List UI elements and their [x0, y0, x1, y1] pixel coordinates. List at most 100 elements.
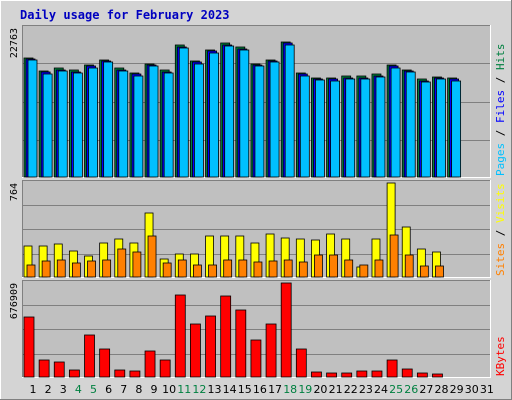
bar-sites-day-28 [435, 265, 444, 278]
bar-kbytes-day-24 [371, 370, 383, 378]
bar-kbytes-day-22 [341, 372, 353, 378]
panel-legend: Pages / Files / Hits [494, 44, 507, 177]
legend-separator: / [494, 223, 507, 243]
bar-sites-day-27 [419, 265, 429, 278]
bar-sites-day-21 [329, 254, 338, 278]
max-value-label: 676909 [9, 283, 20, 319]
day-label-15: 15 [238, 383, 252, 396]
chart-title: Daily usage for February 2023 [20, 8, 230, 22]
bar-pages-day-20 [315, 79, 325, 178]
day-label-11: 11 [177, 383, 191, 396]
day-label-26: 26 [404, 383, 418, 396]
bar-pages-day-9 [148, 65, 159, 178]
bar-pages-day-19 [299, 75, 310, 178]
day-label-17: 17 [268, 383, 282, 396]
chart-panels: 22763 Pages / Files / Hits 764 Sites / Visi… [9, 25, 507, 378]
day-label-14: 14 [223, 383, 237, 396]
bar-sites-day-18 [283, 259, 293, 278]
day-label-19: 19 [298, 383, 312, 396]
bar-kbytes-day-1 [23, 316, 35, 378]
bar-pages-day-24 [375, 76, 386, 178]
bar-kbytes-day-25 [386, 359, 398, 378]
legend-entry: Sites [494, 243, 507, 276]
bar-pages-day-21 [330, 80, 340, 178]
bar-kbytes-day-8 [129, 370, 141, 378]
bar-pages-day-16 [254, 65, 265, 178]
bar-kbytes-day-16 [250, 339, 262, 378]
max-value-label: 764 [9, 183, 20, 201]
bar-sites-day-24 [374, 259, 384, 278]
legend-separator: / [494, 123, 507, 143]
bar-kbytes-day-11 [174, 294, 186, 378]
bar-sites-day-23 [359, 264, 369, 278]
day-label-23: 23 [359, 383, 373, 396]
panel-visits-sites: 764 Sites / Visits [9, 180, 507, 278]
bar-pages-day-22 [345, 78, 356, 178]
bar-sites-day-12 [193, 264, 202, 278]
bar-pages-day-12 [194, 63, 204, 178]
day-label-20: 20 [313, 383, 327, 396]
bar-kbytes-day-14 [220, 295, 232, 378]
day-label-28: 28 [434, 383, 448, 396]
bar-sites-day-9 [147, 235, 157, 278]
day-label-3: 3 [60, 383, 67, 396]
day-label-25: 25 [389, 383, 403, 396]
bar-sites-day-17 [268, 260, 278, 278]
bar-sites-day-19 [298, 261, 308, 278]
day-label-18: 18 [283, 383, 297, 396]
bar-kbytes-day-10 [159, 359, 171, 378]
x-axis-day-labels: 1 2 3 4 5 6 7 8 9 10 11 12 13 14 15 16 17 18 19 20 21 22 23 24 2… [30, 383, 494, 396]
bar-kbytes-day-23 [356, 370, 368, 378]
bar-pages-day-7 [118, 70, 129, 178]
bar-sites-day-13 [208, 264, 217, 278]
bar-kbytes-day-19 [295, 348, 307, 378]
day-label-30: 30 [465, 383, 479, 396]
day-label-16: 16 [253, 383, 267, 396]
day-label-8: 8 [135, 383, 142, 396]
day-label-4: 4 [75, 383, 82, 396]
bar-pages-day-29 [451, 80, 462, 178]
panel-hits-files-pages: 22763 Pages / Files / Hits [9, 25, 507, 178]
bar-pages-day-10 [163, 72, 174, 178]
bar-sites-day-14 [223, 259, 233, 278]
bar-pages-day-3 [57, 70, 68, 178]
bar-sites-day-26 [404, 254, 414, 278]
bar-kbytes-day-28 [432, 373, 443, 378]
max-value-label: 22763 [9, 28, 20, 58]
bar-pages-day-11 [178, 47, 189, 178]
bar-kbytes-day-9 [144, 350, 156, 378]
day-label-24: 24 [374, 383, 388, 396]
bar-sites-day-11 [177, 259, 187, 278]
day-label-9: 9 [151, 383, 158, 396]
bar-sites-day-25 [389, 234, 399, 278]
bar-sites-day-22 [344, 259, 354, 278]
legend-entry: KBytes [494, 336, 507, 376]
bar-kbytes-day-18 [280, 282, 292, 378]
bar-pages-day-5 [88, 67, 98, 178]
day-label-7: 7 [120, 383, 127, 396]
bar-kbytes-day-3 [53, 361, 65, 378]
bar-pages-day-15 [239, 49, 250, 178]
day-label-10: 10 [162, 383, 176, 396]
legend-entry: Pages [494, 143, 507, 176]
panel-legend: Sites / Visits [494, 183, 507, 276]
bar-kbytes-day-7 [114, 369, 126, 378]
bar-pages-day-8 [133, 75, 144, 178]
day-label-2: 2 [45, 383, 52, 396]
bar-pages-day-26 [405, 71, 416, 178]
bar-pages-day-1 [27, 59, 38, 178]
bar-kbytes-day-5 [84, 334, 95, 378]
bar-pages-day-17 [269, 61, 280, 178]
day-label-27: 27 [419, 383, 433, 396]
panel-legend: KBytes [494, 336, 507, 376]
bar-kbytes-day-4 [68, 369, 80, 378]
day-label-12: 12 [192, 383, 206, 396]
legend-entry: Visits [494, 183, 507, 223]
bar-sites-day-8 [132, 251, 142, 278]
bar-sites-day-5 [87, 260, 96, 278]
bar-kbytes-day-21 [326, 372, 337, 378]
bar-sites-day-1 [26, 264, 36, 278]
bar-sites-day-10 [162, 262, 172, 278]
bar-kbytes-day-20 [311, 371, 322, 378]
